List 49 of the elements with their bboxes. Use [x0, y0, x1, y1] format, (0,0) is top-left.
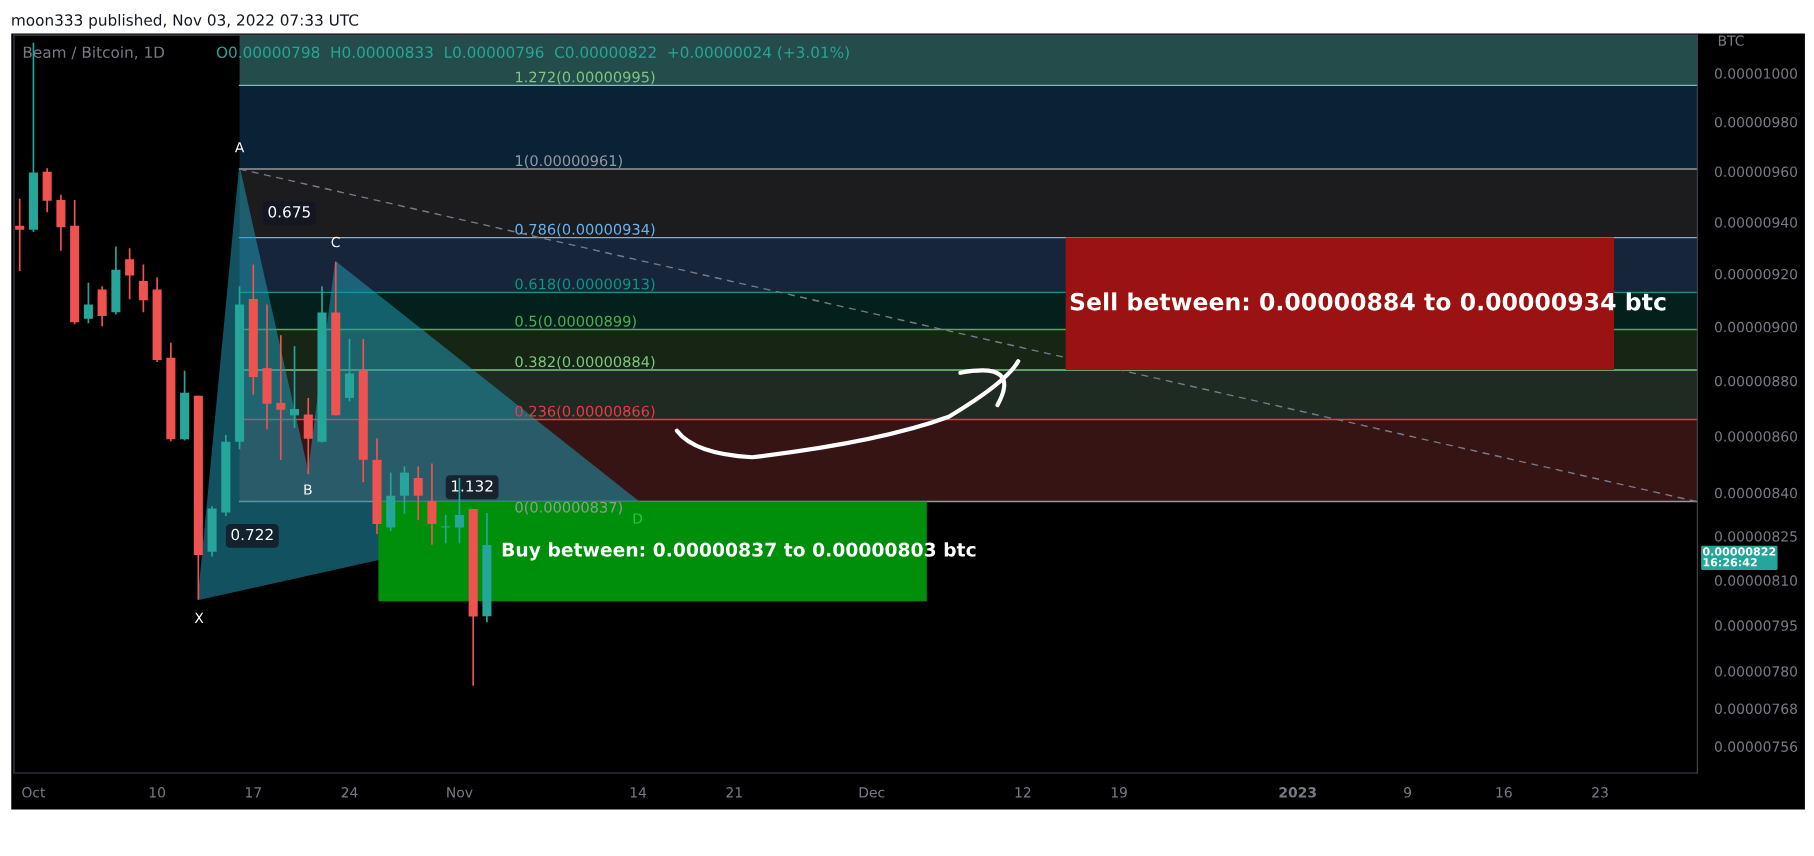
y-tick-label: 0.00000840	[1714, 487, 1798, 499]
x-tick-label: 9	[1404, 787, 1412, 798]
ref-line-label: 0.382(0.00000884)	[515, 355, 655, 369]
text: 0.00000822 16:26:42	[1702, 547, 1776, 567]
x-tick-label: 16	[1496, 787, 1512, 798]
x-tick-label: 17	[246, 787, 261, 798]
annotation: B	[304, 484, 312, 495]
y-tick-label: 0.00000825	[1714, 531, 1797, 542]
y-tick-label: 0.00000920	[1714, 268, 1798, 280]
candlestick	[83, 282, 93, 325]
y-tick-label: 0.00000795	[1714, 620, 1797, 631]
annotation: C	[331, 236, 340, 248]
ref-line-label: 1(0.00000961)	[516, 154, 622, 168]
x-tick-label: 10	[149, 787, 166, 798]
annotation: X	[194, 612, 204, 623]
annotation: 0.675	[268, 206, 310, 218]
y-tick-label: 0.00000780	[1714, 666, 1798, 677]
annotation: A	[234, 142, 245, 153]
y-tick-label: 0.00000810	[1714, 575, 1798, 586]
x-tick-label: 2023	[1279, 787, 1316, 798]
ref-line-label: 0.236(0.00000866)	[515, 405, 655, 419]
y-tick-label: 0.00000980	[1714, 116, 1798, 128]
annotation: 0.722	[231, 528, 273, 541]
x-tick-label: 12	[1015, 787, 1031, 798]
x-tick-label: 23	[1592, 787, 1608, 798]
ref-line-label: 0(0.00000837)	[515, 501, 622, 515]
y-tick-label: 0.00000880	[1714, 375, 1798, 387]
ref-line-label: 0.5(0.00000899)	[515, 315, 636, 329]
ref-line-label: 1.272(0.00000995)	[516, 71, 655, 85]
y-tick-label: 0.00000860	[1714, 431, 1798, 442]
y-tick-label: 0.00000756	[1714, 741, 1798, 752]
y-tick-label: 0.00000940	[1714, 217, 1798, 228]
y-tick-label: 0.00000768	[1714, 703, 1798, 714]
x-tick-label: Dec	[859, 787, 885, 798]
y-axis-title: BTC	[1718, 35, 1744, 46]
candlestick	[125, 247, 135, 301]
text: moon333 published, Nov 03, 2022 07:33 UTC	[12, 14, 359, 29]
x-tick-label: 24	[341, 787, 358, 798]
annotation: D	[633, 513, 643, 524]
x-tick-label: 21	[726, 787, 742, 798]
y-tick-label: 0.00000900	[1714, 321, 1798, 333]
y-tick-label: 0.00000960	[1714, 166, 1798, 177]
x-tick-label: Oct	[22, 787, 46, 798]
ref-line-label: 0.618(0.00000913)	[515, 278, 655, 292]
x-tick-label: 14	[630, 787, 647, 798]
x-tick-label: Nov	[447, 787, 473, 798]
x-tick-label: 19	[1111, 787, 1127, 798]
ref-line-label: 0.786(0.00000934)	[515, 223, 655, 237]
y-tick-label: 0.00001000	[1714, 68, 1798, 79]
